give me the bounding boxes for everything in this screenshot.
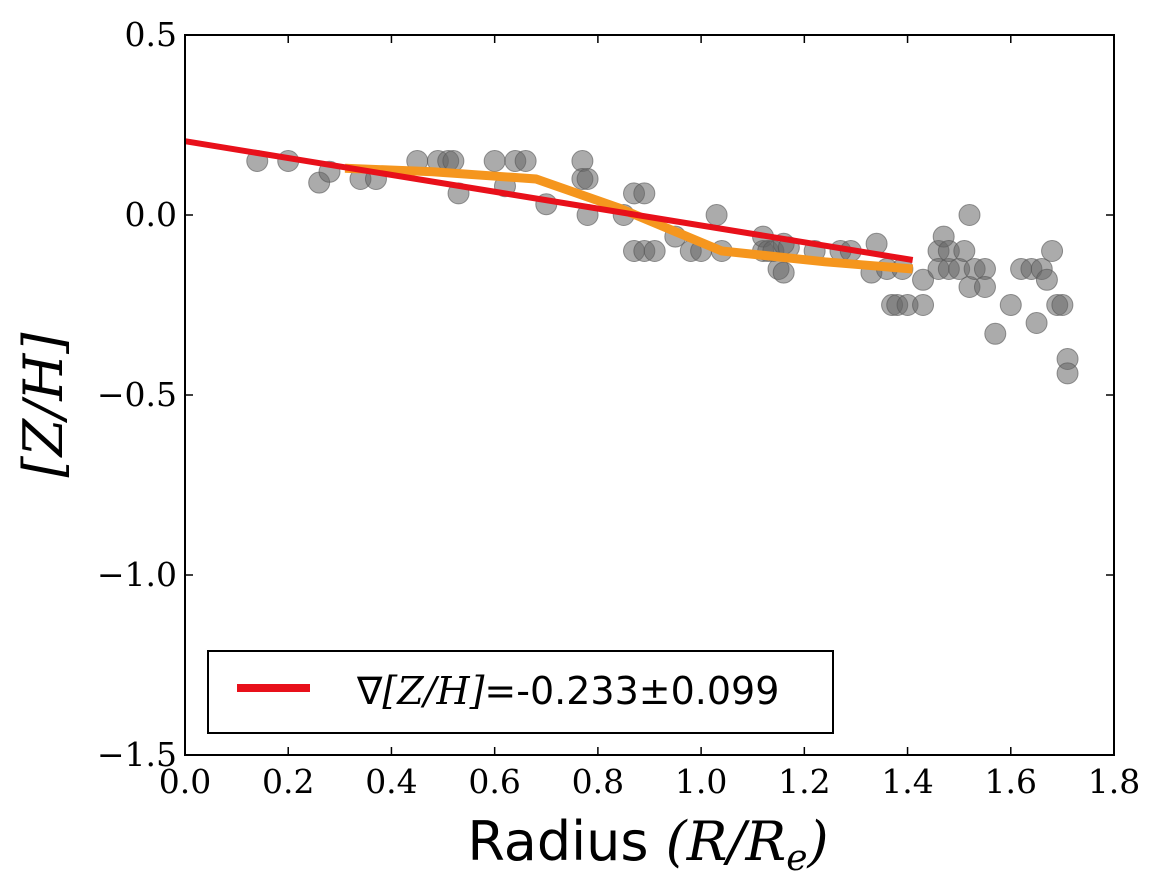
tick-labels: 0.0 0.2 0.4 0.6 0.8 1.0 1.2 1.4 1.6 1.8 0.5 0.0 −0.5… bbox=[97, 15, 1140, 801]
scatter-point bbox=[1041, 240, 1064, 262]
y-tick-label: 0.5 bbox=[125, 15, 177, 54]
plot-frame bbox=[184, 34, 1115, 756]
line-series bbox=[184, 138, 914, 274]
scatter-point bbox=[958, 204, 981, 226]
scatter-point bbox=[643, 240, 666, 262]
scatter-point bbox=[912, 268, 935, 291]
x-tick-label: 1.0 bbox=[675, 762, 727, 801]
scatter-point bbox=[999, 294, 1022, 316]
scatter-point bbox=[633, 182, 656, 205]
scatter-point bbox=[912, 294, 935, 316]
y-tick-label: 0.0 bbox=[125, 195, 177, 234]
scatter-point bbox=[772, 261, 795, 284]
x-tick-label: 1.4 bbox=[881, 762, 933, 801]
legend-symbol: ∇ bbox=[356, 669, 383, 713]
x-tick-label: 1.6 bbox=[985, 762, 1037, 801]
legend-box bbox=[207, 650, 834, 734]
scatter-point bbox=[953, 240, 976, 262]
x-tick-label: 0.6 bbox=[468, 762, 520, 801]
scatter-point bbox=[1035, 268, 1058, 291]
scatter-point bbox=[514, 150, 537, 172]
y-axis-title: [Z/H] bbox=[12, 332, 75, 478]
legend-value: =-0.233±0.099 bbox=[484, 669, 779, 713]
linear-fit-line bbox=[184, 138, 914, 263]
legend-math: [Z/H] bbox=[382, 669, 484, 713]
x-axis-title-math: (R/R bbox=[666, 810, 787, 873]
scatter-point bbox=[1025, 312, 1048, 334]
scatter-points bbox=[246, 150, 1079, 385]
scatter-point bbox=[576, 168, 599, 190]
x-tick-label: 1.2 bbox=[778, 762, 830, 801]
y-tick-label: −1.0 bbox=[97, 555, 177, 594]
x-axis-title-subscript: e bbox=[786, 838, 807, 879]
x-tick-label: 1.8 bbox=[1088, 762, 1140, 801]
x-axis-title-close: ) bbox=[807, 810, 829, 873]
scatter-point bbox=[973, 276, 996, 298]
legend: ∇[Z/H]=-0.233±0.099 bbox=[207, 650, 834, 734]
x-tick-label: 0.4 bbox=[365, 762, 417, 801]
ticks-layer bbox=[184, 34, 1115, 756]
scatter-point bbox=[705, 204, 728, 226]
x-axis-title: Radius (R/Re) bbox=[467, 810, 828, 879]
scatter-point bbox=[1051, 294, 1074, 316]
y-tick-label: −0.5 bbox=[97, 375, 177, 414]
x-tick-label: 0.2 bbox=[262, 762, 314, 801]
x-tick-label: 0.0 bbox=[159, 762, 211, 801]
scatter-point bbox=[984, 322, 1007, 345]
y-tick-label: −1.5 bbox=[97, 735, 177, 774]
scatter-point bbox=[483, 150, 506, 172]
scatter-point bbox=[1056, 362, 1079, 385]
legend-label: ∇[Z/H]=-0.233±0.099 bbox=[356, 669, 779, 713]
binned-profile-line bbox=[344, 163, 914, 274]
x-axis-title-text: Radius bbox=[467, 810, 648, 873]
x-tick-label: 0.8 bbox=[572, 762, 624, 801]
